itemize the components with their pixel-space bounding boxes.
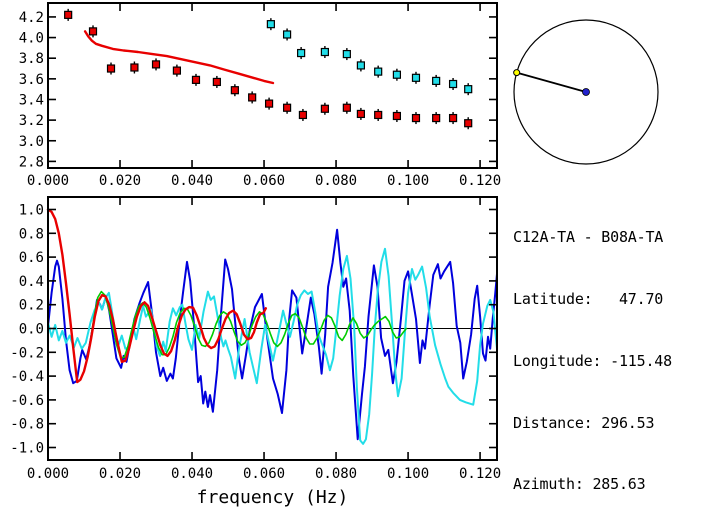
y-axis: -1.0 -0.8 -0.6 -0.4 -0.2 0.0 0.2 0.4 0.6 0.8 1.0 (10, 202, 497, 457)
waveform-chart: 0.000 0.020 0.040 0.060 0.080 0.100 0.120-1.0-… (10, 196, 501, 508)
x-tick-label: 0.080 (315, 173, 357, 189)
data-point-marker (374, 67, 383, 76)
azimuth-pointer-line (516, 71, 587, 93)
x-tick-label: 0.080 (315, 466, 357, 482)
x-tick-label: 0.100 (387, 173, 429, 189)
data-point-marker (298, 110, 308, 120)
y-tick-label: -0.8 (10, 417, 44, 433)
y-tick-label: 0.6 (19, 250, 44, 266)
data-point-marker (151, 60, 161, 69)
fitted-curve-red (46, 208, 267, 384)
y-tick-label: 2.8 (19, 154, 44, 170)
data-point-marker (297, 48, 306, 58)
y-tick-label: 3.0 (19, 134, 44, 150)
data-point-marker (106, 64, 116, 73)
data-point-marker (282, 30, 292, 39)
info-line-longitude: Longitude: -115.48 (513, 351, 672, 370)
y-tick-label: 4.2 (19, 10, 44, 26)
data-point-marker (464, 119, 473, 128)
data-point-marker (374, 110, 383, 120)
y-tick-label: 0.4 (19, 274, 44, 290)
data-point-marker (266, 20, 275, 29)
reference-dispersion-curve (83, 30, 275, 85)
data-point-marker (230, 86, 239, 95)
data-point-marker (282, 103, 292, 112)
y-axis: 2.8 3.0 3.2 3.4 3.6 3.8 4.0 4.2 (19, 10, 497, 170)
data-point-marker (432, 113, 441, 123)
station-info-panel: C12A-TA - B08A-TA Latitude: 47.70 Longit… (513, 186, 672, 519)
x-tick-label: 0.100 (387, 466, 429, 482)
station-center-dot (582, 88, 590, 96)
observed-cross-spectrum-cyan (47, 247, 498, 445)
data-point-marker (392, 70, 402, 79)
data-point-marker (448, 79, 458, 89)
x-tick-label: 0.020 (99, 173, 141, 189)
x-tick-label: 0.120 (459, 173, 501, 189)
y-tick-label: 3.8 (19, 51, 44, 67)
data-point-marker (130, 63, 139, 72)
data-point-marker (64, 10, 73, 19)
info-line-azimuth: Azimuth: 285.63 (513, 475, 646, 494)
data-point-marker (356, 61, 365, 70)
y-tick-label: -0.2 (10, 345, 44, 361)
data-point-marker (432, 76, 441, 86)
y-tick-label: 0.2 (19, 298, 44, 314)
data-point-marker (356, 109, 365, 119)
station-pair-title: C12A-TA - B08A-TA (513, 228, 664, 247)
data-point-marker (172, 66, 182, 75)
y-tick-label: 0.0 (19, 322, 44, 338)
x-tick-label: 0.000 (27, 466, 69, 482)
y-tick-label: 3.2 (19, 113, 44, 129)
observed-cross-spectrum-blue (47, 228, 498, 441)
y-tick-label: 1.0 (19, 202, 44, 218)
data-point-marker (411, 73, 421, 82)
data-point-marker (248, 93, 257, 102)
group-velocity-measurements-red (64, 8, 473, 130)
x-tick-label: 0.060 (243, 466, 285, 482)
x-tick-label: 0.040 (171, 466, 213, 482)
data-point-marker (448, 113, 458, 123)
data-point-marker (342, 103, 351, 112)
group-velocity-measurements-cyan (266, 18, 473, 96)
dispersion-chart: 0.000 0.020 0.040 0.060 0.080 0.100 0.120 2.8 3.… (19, 2, 501, 189)
azimuth-edge-dot (513, 69, 521, 77)
data-point-marker (212, 77, 221, 87)
data-point-marker (320, 104, 329, 113)
y-tick-label: 3.6 (19, 72, 44, 88)
y-tick-label: 0.8 (19, 226, 44, 242)
info-line-distance: Distance: 296.53 (513, 413, 655, 432)
x-axis: 0.000 0.020 0.040 0.060 0.080 0.100 0.120 (27, 3, 501, 189)
y-tick-label: -0.6 (10, 393, 44, 409)
plot-frame (47, 2, 498, 169)
y-tick-label: -1.0 (10, 441, 44, 457)
y-tick-label: 4.0 (19, 31, 44, 47)
x-axis-title: frequency (Hz) (197, 487, 349, 508)
data-point-marker (411, 113, 421, 123)
data-point-marker (191, 75, 201, 84)
x-tick-label: 0.020 (99, 466, 141, 482)
data-point-marker (264, 99, 274, 108)
data-point-marker (342, 49, 351, 59)
y-tick-label: 3.4 (19, 92, 44, 108)
data-point-marker (392, 111, 402, 121)
y-tick-label: -0.4 (10, 369, 44, 385)
x-tick-label: 0.120 (459, 466, 501, 482)
azimuth-dial (513, 19, 659, 165)
info-line-latitude: Latitude: 47.70 (513, 289, 664, 308)
x-tick-label: 0.000 (27, 173, 69, 189)
x-tick-label: 0.060 (243, 173, 285, 189)
x-axis: 0.000 0.020 0.040 0.060 0.080 0.100 0.120 (27, 197, 501, 482)
x-tick-label: 0.040 (171, 173, 213, 189)
data-point-marker (464, 85, 473, 94)
data-point-marker (88, 27, 98, 36)
azimuth-circle (513, 19, 659, 165)
data-point-marker (320, 47, 329, 57)
